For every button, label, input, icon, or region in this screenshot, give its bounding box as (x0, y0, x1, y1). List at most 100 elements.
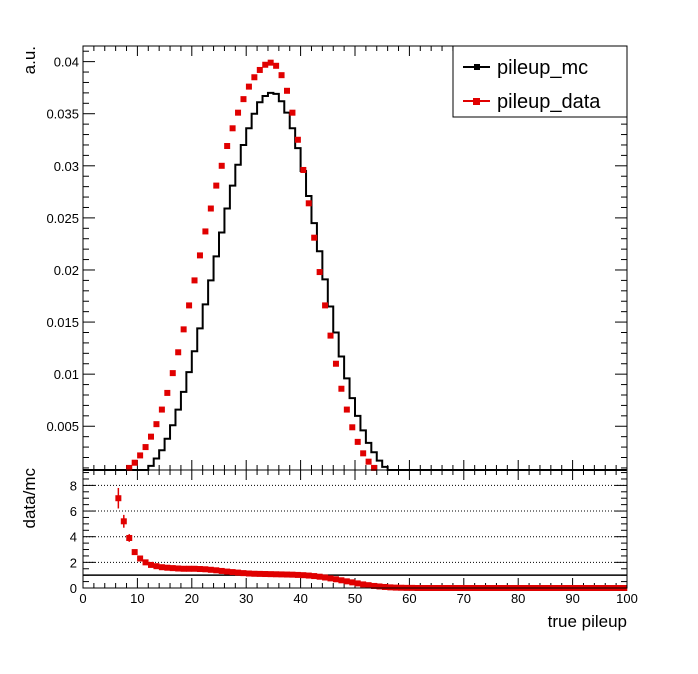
marker-pileup-data (343, 406, 350, 413)
main-y-tick-label: 0.02 (54, 263, 79, 278)
marker-pileup-data (126, 464, 133, 471)
ratio-marker (343, 578, 350, 585)
ratio-y-tick-label: 6 (70, 504, 77, 519)
ratio-marker (115, 495, 122, 502)
ratio-marker (387, 584, 394, 591)
ratio-marker (164, 564, 171, 571)
x-tick-label: 0 (79, 591, 86, 606)
marker-pileup-data (218, 162, 225, 169)
marker-pileup-data (164, 389, 171, 396)
ratio-marker (305, 572, 312, 579)
x-tick-label: 90 (565, 591, 579, 606)
marker-pileup-data (148, 433, 154, 440)
marker-pileup-data (338, 385, 345, 392)
x-tick-label: 20 (185, 591, 199, 606)
ratio-marker (278, 571, 285, 578)
marker-pileup-data (229, 125, 236, 132)
ratio-marker (262, 571, 269, 578)
main-y-tick-label: 0.01 (54, 367, 79, 382)
x-tick-label: 100 (616, 591, 638, 606)
legend-box (452, 45, 628, 118)
legend-entry-pileup-mc: pileup_mc (463, 57, 588, 79)
ratio-marker (311, 573, 318, 580)
main-y-tick-label: 0.005 (46, 419, 79, 434)
marker-pileup-data (186, 302, 193, 309)
marker-pileup-data (371, 464, 378, 471)
marker-pileup-data (169, 370, 176, 377)
ratio-y-tick-label: 2 (70, 555, 77, 570)
marker-pileup-data (365, 458, 372, 465)
x-tick-label: 30 (239, 591, 253, 606)
ratio-marker (158, 564, 165, 571)
marker-pileup-data (300, 166, 307, 173)
legend-entry-pileup-data: pileup_data (463, 91, 601, 113)
ratio-marker (202, 566, 209, 573)
ratio-marker (338, 577, 345, 584)
marker-pileup-data (354, 438, 361, 445)
marker-pileup-data (213, 182, 220, 189)
ratio-marker (218, 567, 225, 574)
marker-pileup-data (158, 406, 165, 413)
marker-pileup-data (235, 109, 242, 116)
marker-pileup-data (251, 74, 258, 81)
ratio-marker (229, 569, 236, 576)
marker-pileup-data (289, 109, 296, 116)
marker-pileup-data (273, 62, 280, 69)
main-y-tick-label: 0.04 (54, 55, 79, 70)
marker-pileup-data (284, 87, 290, 94)
marker-pileup-data (262, 61, 269, 68)
ratio-marker (267, 571, 274, 578)
ratio-marker (224, 568, 231, 575)
ratio-marker (251, 570, 258, 577)
ratio-marker (322, 574, 329, 581)
x-tick-label: 10 (130, 591, 144, 606)
marker-pileup-data (294, 136, 301, 143)
x-tick-label: 40 (293, 591, 307, 606)
ratio-y-tick-label: 8 (70, 478, 77, 493)
ratio-gridlines (83, 484, 627, 576)
marker-pileup-data (202, 228, 209, 235)
marker-pileup-data (180, 326, 187, 333)
legend: pileup_mc pileup_data (452, 45, 628, 118)
ratio-marker (207, 566, 214, 573)
marker-pileup-data (153, 421, 160, 428)
x-tick-label: 50 (348, 591, 362, 606)
marker-pileup-data (305, 200, 312, 207)
ratio-marker (175, 565, 182, 572)
marker-pileup-data (267, 59, 274, 66)
legend-label-pileup-data: pileup_data (497, 91, 601, 113)
ratio-marker (316, 573, 323, 580)
ratio-marker (148, 561, 154, 568)
legend-marker-pileup-mc (474, 64, 480, 70)
ratio-marker (153, 563, 160, 570)
histogram-pileup-mc (83, 91, 627, 471)
ratio-marker (376, 583, 383, 590)
x-tick-label: 70 (457, 591, 471, 606)
main-y-tick-label: 0.035 (46, 107, 79, 122)
marker-pileup-data (311, 234, 318, 241)
ratio-marker (327, 575, 334, 582)
ratio-y-tick-labels: 0 2 4 6 8 (70, 478, 77, 596)
ratio-plot-frame (82, 469, 628, 589)
ratio-marker (354, 580, 361, 587)
marker-pileup-data (256, 66, 263, 73)
ratio-y-axis-label: data/mc (20, 468, 39, 529)
ratio-marker (371, 582, 378, 589)
ratio-marker (289, 571, 296, 578)
ratio-y-tick-label: 4 (70, 530, 77, 545)
main-y-tick-label: 0.015 (46, 315, 79, 330)
ratio-marker (191, 565, 198, 572)
marker-pileup-data (131, 459, 138, 466)
ratio-marker (381, 583, 388, 590)
ratio-marker (186, 565, 193, 572)
ratio-plot-panel: data/mc 0 2 4 6 8 0 10 20 30 40 50 60 70 80 90 100 tru… (20, 468, 638, 631)
ratio-marker (120, 518, 127, 525)
marker-pileup-data (142, 444, 149, 451)
ratio-marker (284, 571, 290, 578)
ratio-marker (365, 582, 372, 589)
ratio-marker (180, 565, 187, 572)
ratio-marker (137, 555, 144, 562)
marker-pileup-data (196, 252, 203, 259)
marker-pileup-data (137, 452, 144, 459)
